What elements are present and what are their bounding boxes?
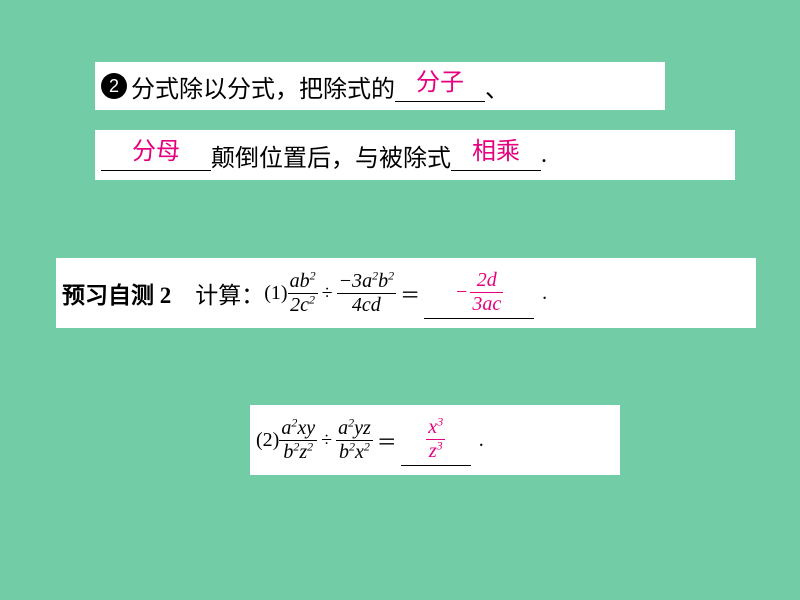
rule-text-post1: 、 — [485, 69, 509, 104]
item-1-div: ÷ — [322, 282, 333, 305]
item-2-answer-frac: x3 z3 — [426, 417, 445, 462]
item-1-answer-frac: 2d 3ac — [470, 270, 503, 315]
item-1-answer-sign: − — [455, 281, 469, 304]
blank-1-answer: 分子 — [416, 70, 464, 96]
item-1-answer-blank: − 2d 3ac — [424, 267, 534, 319]
item-2-frac-b: a2yz b2x2 — [336, 418, 373, 463]
item-1-index: (1) — [264, 282, 287, 305]
item-1-period: . — [542, 282, 547, 305]
item-2-eq: ＝ — [377, 426, 397, 455]
problem-2-panel: (2) a2xy b2z2 ÷ a2yz b2x2 ＝ x3 z3 . — [250, 405, 620, 475]
rule-line-1: 2 分式除以分式，把除式的 分子 、 — [95, 62, 665, 110]
problem-label: 预习自测 2 — [62, 276, 171, 310]
blank-3: 相乘 — [451, 139, 541, 171]
blank-1: 分子 — [395, 70, 485, 102]
item-2-frac-a: a2xy b2z2 — [279, 418, 317, 463]
item-1-frac-a: ab2 2c2 — [288, 271, 318, 316]
item-1-frac-b: −3a2b2 4cd — [337, 271, 397, 316]
item-2-div: ÷ — [321, 429, 332, 452]
rule-text-post3: . — [541, 142, 547, 169]
item-2-index: (2) — [256, 429, 279, 452]
item-1-eq: ＝ — [400, 279, 420, 308]
blank-2-answer: 分母 — [132, 139, 180, 165]
blank-2: 分母 — [101, 139, 211, 171]
rule-text-pre1: 分式除以分式，把除式的 — [131, 69, 395, 104]
blank-3-answer: 相乘 — [472, 139, 520, 165]
bullet-icon: 2 — [101, 73, 127, 99]
rule-line-2: 分母 颠倒位置后，与被除式 相乘 . — [95, 130, 735, 180]
problem-prompt: 计算： — [195, 276, 264, 310]
problem-1-panel: 预习自测 2 计算： (1) ab2 2c2 ÷ −3a2b2 4cd ＝ − … — [56, 258, 756, 328]
rule-text-mid: 颠倒位置后，与被除式 — [211, 138, 451, 173]
item-2-period: . — [479, 429, 484, 452]
item-2-answer-blank: x3 z3 — [401, 414, 471, 466]
